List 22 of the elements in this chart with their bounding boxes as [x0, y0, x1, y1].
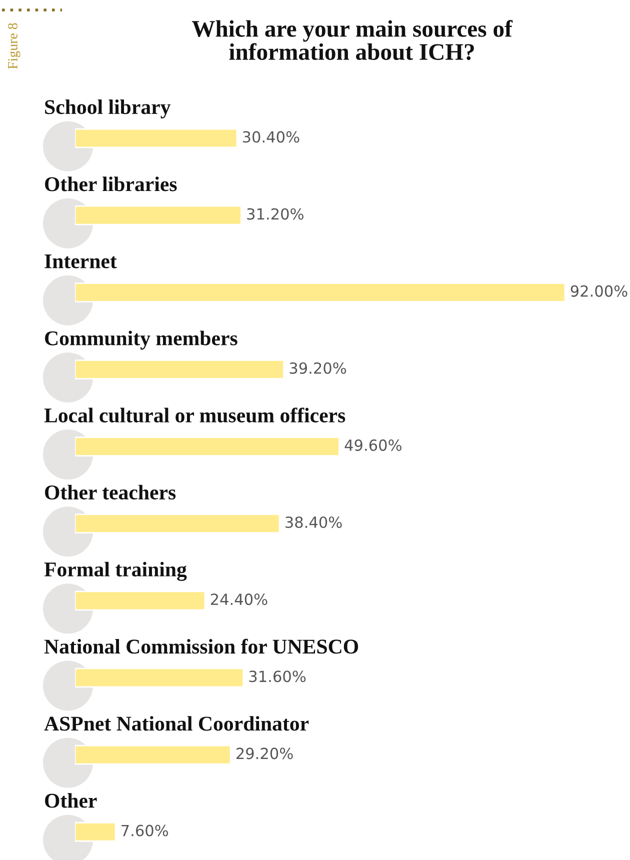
data-label: 24.40% [210, 594, 268, 606]
y-tick-label: Community members [45, 330, 238, 350]
data-label: 30.40% [242, 131, 300, 143]
y-tick-label: Formal training [44, 562, 187, 581]
data-label: 49.60% [344, 439, 402, 451]
data-label: 39.20% [290, 362, 346, 374]
y-tick-label: ASPnet National Coordinator [44, 716, 309, 731]
data-label: 31.60% [249, 670, 306, 682]
chart-title: Which are your main sources of information about ICH? [192, 20, 513, 60]
y-tick-label: National Commission for UNESCO [44, 638, 358, 654]
y-tick-label: Other libraries [45, 176, 177, 192]
caption: Figure 8 [8, 23, 20, 69]
data-label: 29.20% [236, 748, 293, 760]
data-label: 38.40% [286, 516, 342, 528]
data-label: 92.00% [570, 285, 628, 297]
y-tick-label: Other [45, 793, 97, 808]
y-tick-label: Other teachers [45, 484, 176, 500]
y-tick-label: Internet [44, 254, 117, 268]
y-tick-label: Local cultural or museum officers [44, 408, 346, 422]
data-label: 31.20% [247, 208, 304, 220]
y-tick-label: School library [45, 99, 171, 118]
data-label: 7.60% [122, 824, 168, 836]
